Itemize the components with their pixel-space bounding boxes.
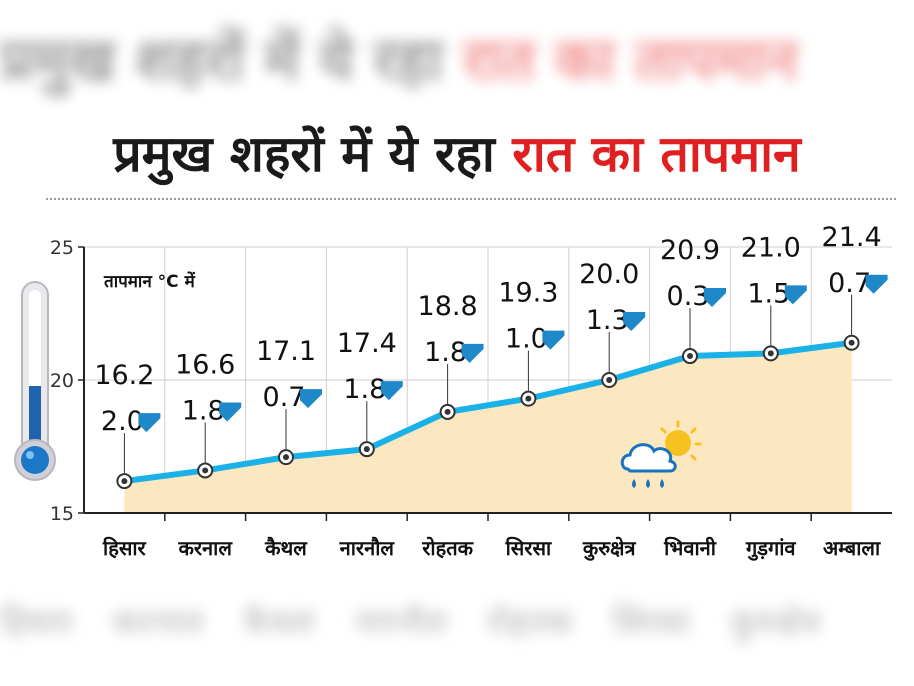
category-label: गुड़गांव [745,536,796,561]
change-label: 0.7 [263,382,306,413]
series-points [116,334,860,490]
down-arrow-icon [461,343,484,363]
down-arrow-icon [865,274,888,294]
y-axis-ticks: 15 20 25 [50,237,84,525]
blurred-footer-background: हिसार करनाल कैथल नारनौल रोहतक सिरसा कुरुक्षेत्… [0,603,820,643]
change-label: 1.8 [424,337,467,368]
value-label: 17.1 [256,336,316,367]
change-label: 2.0 [101,406,144,437]
change-arrows [138,274,888,433]
change-label: 0.3 [667,281,710,312]
data-point-center [525,395,532,402]
change-label: 1.3 [586,305,629,336]
data-point-center [121,478,128,485]
change-label: 1.8 [343,374,386,405]
change-labels: 2.0 1.8 0.7 1.8 1.8 1.0 1.3 0.3 1.5 0.7 [101,268,871,437]
title-divider [46,198,896,200]
page-title: प्रमुख शहरों में ये रहा रात का तापमान [0,118,914,186]
value-label: 19.3 [498,278,558,309]
change-label: 1.0 [505,324,548,355]
value-label: 16.2 [94,360,154,391]
data-point-center [283,454,289,461]
title-part-dark: प्रमुख शहरों में ये रहा [113,125,495,183]
thermometer-icon [14,281,56,481]
category-label: कैथल [264,536,308,560]
category-label: सिरसा [505,536,552,560]
down-arrow-icon [704,288,726,308]
value-label: 18.8 [418,291,478,322]
category-label: रोहतक [421,536,474,560]
y-tick-label: 25 [50,237,74,259]
value-label: 21.4 [822,222,882,253]
category-label: भिवानी [663,536,717,560]
data-point-center [606,377,613,383]
value-label: 20.9 [660,235,720,266]
series-line [124,339,852,485]
title-part-red: रात का तापमान [512,125,801,183]
change-label: 0.7 [828,268,871,299]
value-label: 17.4 [337,328,397,359]
down-arrow-icon [219,402,242,422]
data-point-center [444,408,451,415]
category-label: करनाल [178,536,234,560]
value-label: 21.0 [741,232,801,263]
down-arrow-icon [300,389,322,409]
rain-sun-cloud-icon [620,420,702,488]
down-arrow-icon [380,381,403,401]
change-label: 1.8 [182,395,225,426]
category-labels: हिसार करनाल कैथल नारनौल रोहतक सिरसा कुरुक्षेत्… [102,536,881,561]
category-label: कुरुक्षेत्र [582,536,637,561]
down-arrow-icon [542,330,565,350]
down-arrow-icon [138,413,161,433]
value-label: 20.0 [579,259,639,290]
y-axis-unit-label: तापमान °C में [103,271,196,292]
category-label: हिसार [102,536,146,560]
value-label: 16.6 [175,349,235,380]
data-point-center [848,339,855,346]
value-labels: 16.2 16.6 17.1 17.4 18.8 19.3 20.0 20.9 21.0 21.4 [94,222,881,391]
y-tick-label: 15 [50,503,74,525]
data-point-center [202,467,209,474]
category-label: नारनौल [339,536,396,560]
blurred-header-background: प्रमुख शहरों में ये रहा रात का तापमान [0,26,798,94]
change-label: 1.5 [747,278,790,309]
data-point-center [767,350,774,357]
category-label: अम्बाला [823,536,881,560]
data-point-center [363,446,370,453]
y-tick-label: 20 [50,370,74,392]
data-point-center [687,353,693,360]
down-arrow-icon [623,312,646,331]
label-leader-lines [123,294,853,474]
down-arrow-icon [784,285,807,305]
